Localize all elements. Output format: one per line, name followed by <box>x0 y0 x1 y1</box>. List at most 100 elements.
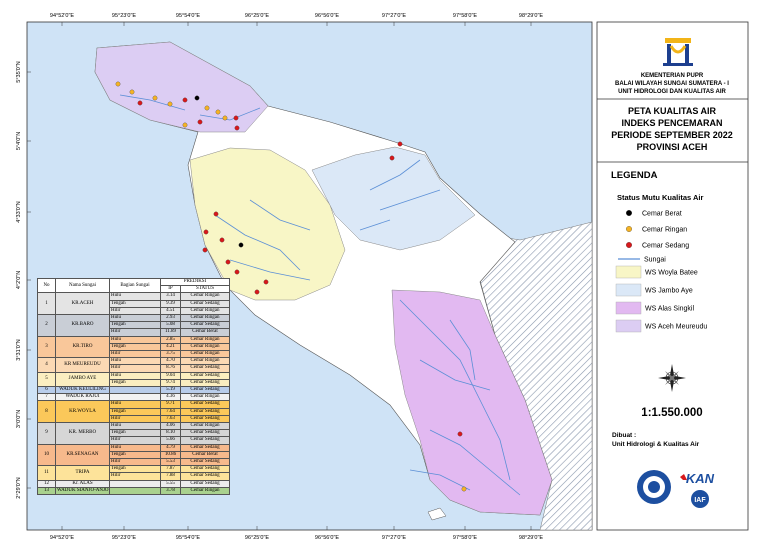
kan-mark <box>680 474 687 480</box>
station <box>461 486 467 492</box>
table-cell: Hilir <box>109 328 161 337</box>
table-row: 4 KR MEUREUDU Hulu 4.70 Cemar Ringan <box>37 357 231 373</box>
station <box>152 95 158 101</box>
station <box>389 155 395 161</box>
table-row: 3 KR.TIRO Hulu 2.85 Cemar Ringan <box>37 335 231 359</box>
table-cell: Hulu <box>109 357 161 366</box>
table-row: 5 JAMBO AYE Hulu 9.04 Cemar Sedang <box>37 371 231 388</box>
table-cell: Tengah <box>109 407 161 416</box>
credit-label: Dibuat : <box>612 432 636 439</box>
table-cell: 5.53 <box>160 458 181 467</box>
table-cell: 7.64 <box>160 407 181 416</box>
table-cell: 11 <box>37 465 56 481</box>
station <box>129 89 135 95</box>
table-row: Hilir 5.53 Cemar Sedang <box>37 458 231 467</box>
table-cell: JAMBO AYE <box>55 371 110 388</box>
station <box>233 115 239 121</box>
table-cell: Hilir <box>109 436 161 445</box>
table-cell: 10 <box>37 443 56 467</box>
station <box>203 229 209 235</box>
ws-alas-singkil <box>391 289 553 516</box>
table-row: 13 WADUK SIANJO-ANJO 3.78 Cemar Ringan <box>37 486 231 496</box>
lat-label: 4°2'0"N <box>16 271 22 289</box>
table-cell: Cemar Sedang <box>179 299 231 308</box>
table-row: Hilir 11.89 Cemar Berat <box>37 328 231 337</box>
table-cell: 5.08 <box>160 321 181 330</box>
lon-label: 95°23'0"E <box>112 13 136 19</box>
table-cell: Hilir <box>109 458 161 467</box>
compass <box>658 364 686 392</box>
table-cell: Cemar Ringan <box>179 335 231 344</box>
lon-label: 95°54'0"E <box>176 535 200 541</box>
table-cell <box>109 479 161 488</box>
station <box>225 259 231 265</box>
lon-label: 96°25'0"E <box>245 535 269 541</box>
lon-label: 95°54'0"E <box>176 13 200 19</box>
legend-title: LEGENDA <box>611 170 658 181</box>
river <box>119 94 186 111</box>
station <box>213 211 219 217</box>
table-cell: 8 <box>37 400 56 424</box>
station <box>222 115 228 121</box>
table-cell: Cemar Ringan <box>179 393 231 402</box>
table-row: 10 KR.SENAGAN Hulu 4.79 Cemar Sedang <box>37 443 231 467</box>
table-cell <box>109 486 161 496</box>
table-cell: Cemar Ringan <box>179 350 231 359</box>
table-cell: 4.36 <box>160 393 181 402</box>
rivers <box>119 94 521 496</box>
lon-label: 97°27'0"E <box>382 13 406 19</box>
table-cell: 9 <box>37 422 56 445</box>
land <box>94 41 593 531</box>
river <box>249 199 311 231</box>
river <box>369 159 421 191</box>
station <box>215 109 221 115</box>
table-row: Tengah 7.64 Cemar Sedang <box>37 407 231 416</box>
legend: Cemar Berat Cemar Ringan Cemar Sedang Sunga… <box>615 210 707 333</box>
station <box>202 247 208 253</box>
title-line: INDEKS PENCEMARAN <box>621 118 722 128</box>
river <box>359 219 391 231</box>
lon-label: 95°23'0"E <box>112 535 136 541</box>
station <box>254 289 260 295</box>
lon-label: 94°52'0"E <box>50 535 74 541</box>
table-cell: KR.BARO <box>55 314 110 337</box>
table-cell: 4.79 <box>160 443 181 452</box>
graticule: 94°52'0"E 94°52'0"E 95°23'0"E 95°23'0"E 95°5… <box>16 13 543 541</box>
title-line: PERIODE SEPTEMBER 2022 <box>611 130 733 140</box>
table-row: 9 KR. MERBO Hulu 4.06 Cemar Ringan <box>37 422 231 445</box>
table-cell: KR.WOYLA <box>55 400 110 424</box>
table-cell: 11.89 <box>160 328 181 337</box>
legend-area <box>615 283 642 297</box>
table-cell: Cemar Sedang <box>179 386 231 395</box>
org-line: UNIT HIDROLOGI DAN KUALITAS AIR <box>618 89 726 95</box>
legend-area <box>615 319 642 333</box>
table-cell: 3.78 <box>160 486 181 496</box>
table-cell: Cemar Sedang <box>179 443 231 452</box>
table-cell: Hilir <box>109 364 161 373</box>
table-cell: 2 <box>37 314 56 337</box>
station <box>397 141 403 147</box>
table-cell: 5.66 <box>160 436 181 445</box>
table-cell: 9.74 <box>160 378 181 388</box>
table-cell: 6 <box>37 386 56 395</box>
table-cell: 8.76 <box>160 364 181 373</box>
legend-label: WS Aceh Meureudu <box>645 324 707 331</box>
river <box>229 259 311 281</box>
table-cell: Hulu <box>109 292 161 301</box>
title-line: PROVINSI ACEH <box>637 142 708 152</box>
stations <box>115 81 467 492</box>
table-cell: 5.19 <box>160 386 181 395</box>
table-cell: Hilir <box>109 472 161 481</box>
header-cell: Nama Sungai <box>55 277 110 294</box>
kan-logo: KAN <box>686 471 715 486</box>
water-quality-table: No Nama Sungai Bagian Sungai PREDIKSI IP… <box>37 277 231 496</box>
river <box>379 189 441 211</box>
table-cell: WADUK RAJUI <box>55 393 110 402</box>
header-cell: Bagian Sungai <box>109 277 161 294</box>
table-cell: 4.51 <box>160 306 181 316</box>
river <box>214 214 301 271</box>
header-cell: STATUS <box>179 285 231 294</box>
table-row: Hilir 5.66 Cemar Sedang <box>37 436 231 445</box>
lat-label: 2°29'0"N <box>16 477 22 498</box>
